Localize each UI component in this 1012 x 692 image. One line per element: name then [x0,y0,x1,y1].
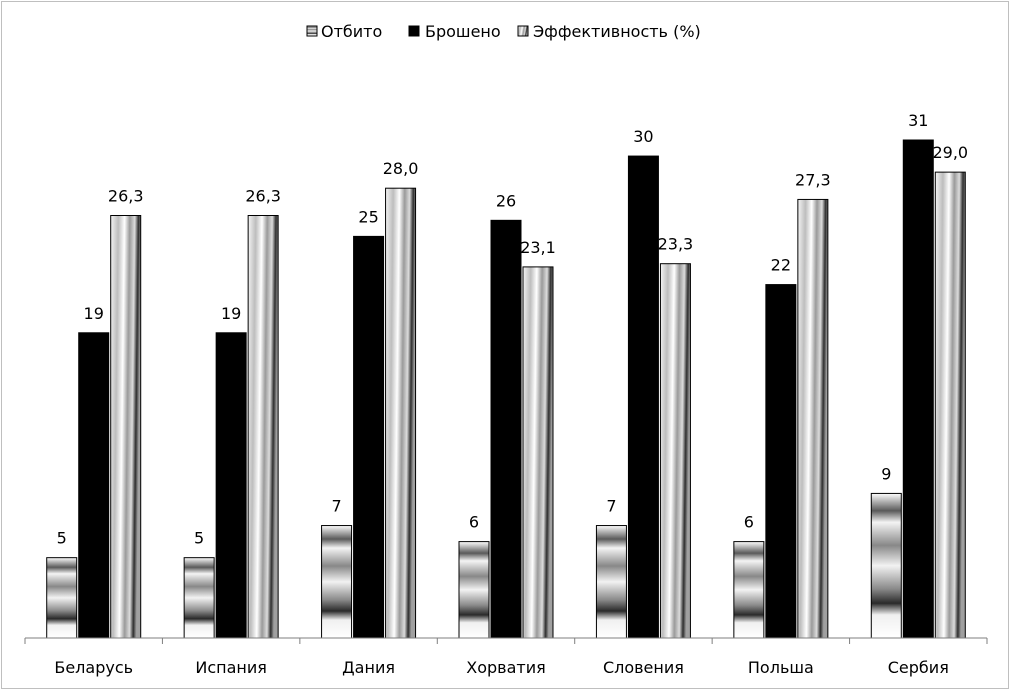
category-labels: Беларусь Испания Дания Хорватия Словения Поль… [54,658,948,677]
bar-broseno [765,284,797,639]
data-label-effektivnost: 28,0 [383,159,419,178]
bar-effektivnost [522,266,554,639]
category-label: Беларусь [54,658,133,677]
data-label-broseno: 19 [221,304,241,323]
legend-label-otbito: Отбито [321,22,382,41]
bar-otbito [458,541,490,639]
bar-broseno [627,155,659,639]
data-label-effektivnost: 23,3 [658,235,694,254]
bars [46,139,966,639]
legend-label-effektivnost: Эффективность (%) [533,22,701,41]
data-label-otbito: 6 [469,513,479,532]
data-label-effektivnost: 26,3 [245,187,281,206]
bar-effektivnost [110,215,142,639]
bar-otbito [321,525,353,639]
x-ticks [24,638,988,644]
bar-broseno [353,235,385,639]
data-label-otbito: 5 [194,529,204,548]
data-label-effektivnost: 26,3 [108,187,144,206]
category-label: Словения [603,658,684,677]
bar-otbito [870,492,902,639]
value-labels: 5 19 26,3 5 19 26,3 7 25 28,0 6 26 23,1 7 30 23,3 6 22 27… [57,111,968,548]
bar-otbito [595,525,627,639]
data-label-otbito: 5 [57,529,67,548]
bar-otbito [183,557,215,639]
data-label-broseno: 26 [496,191,516,210]
legend-item-broseno: Брошено [408,22,501,41]
data-label-otbito: 6 [744,513,754,532]
data-label-effektivnost: 29,0 [932,143,968,162]
category-label: Хорватия [466,658,545,677]
category-label: Польша [748,658,814,677]
legend-swatch-effektivnost [517,25,529,37]
legend-swatch-otbito [306,25,318,37]
bar-effektivnost [247,215,279,639]
bar-effektivnost [659,263,691,639]
legend-swatch-broseno [408,25,420,37]
bar-effektivnost [934,171,966,639]
legend: Отбито Брошено Эффективность (%) [306,22,701,41]
data-label-broseno: 30 [633,127,653,146]
bar-otbito [733,541,765,639]
bar-broseno [215,332,247,639]
data-label-broseno: 25 [358,207,378,226]
bar-broseno [490,219,522,639]
category-label: Сербия [888,658,949,677]
data-label-otbito: 7 [331,497,341,516]
bar-otbito [46,557,78,639]
data-label-otbito: 9 [881,464,891,483]
data-label-broseno: 22 [771,256,791,275]
bar-effektivnost [385,187,417,639]
category-label: Испания [195,658,267,677]
legend-item-effektivnost: Эффективность (%) [517,22,701,41]
bar-broseno [78,332,110,639]
category-label: Дания [342,658,395,677]
data-label-broseno: 19 [84,304,104,323]
bar-effektivnost [797,198,829,639]
data-label-otbito: 7 [606,497,616,516]
data-label-effektivnost: 27,3 [795,170,831,189]
legend-label-broseno: Брошено [425,22,501,41]
bar-broseno [902,139,934,639]
legend-item-otbito: Отбито [306,22,382,41]
data-label-broseno: 31 [908,111,928,130]
data-label-effektivnost: 23,1 [520,238,556,257]
